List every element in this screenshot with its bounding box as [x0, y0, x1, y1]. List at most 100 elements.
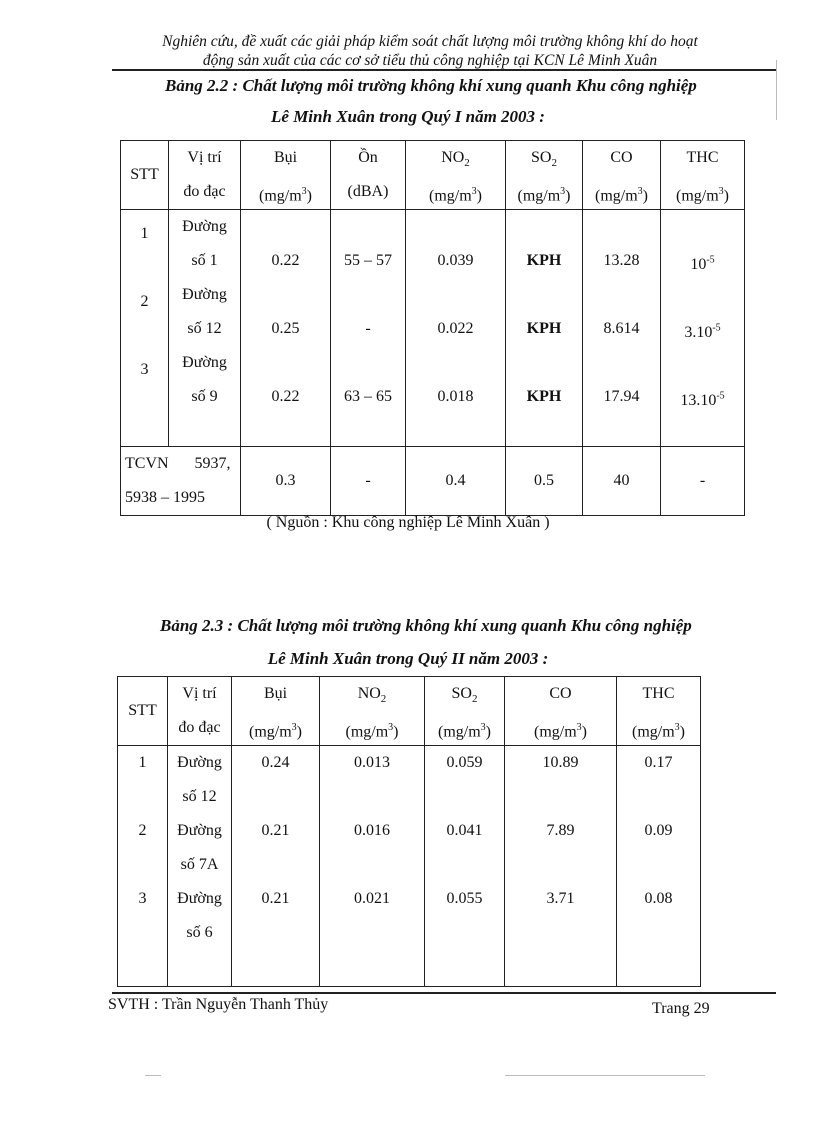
superscript: 3	[471, 186, 477, 197]
thc-value: 0.08	[644, 890, 673, 907]
so2-value: KPH	[506, 244, 582, 278]
bui-cell: 0.25	[240, 278, 331, 346]
table-2-2: STT Vị trí đo đạc Bụi (mg/m3) Ồn (dBA) NO2 (mg/m…	[120, 140, 745, 516]
table-row: 1 Đường số 12 0.24 0.013 0.059 10.89 0.17	[117, 745, 701, 814]
stt-value: 3	[140, 361, 149, 378]
co-cell: 17.94	[582, 346, 661, 447]
standard-thc-value: -	[699, 472, 706, 489]
value: KPH	[526, 320, 562, 337]
header-cell: CO (mg/m3)	[504, 676, 617, 746]
header-line2: đo đạc	[178, 719, 221, 736]
stt-cell: 1	[120, 209, 169, 278]
on-cell: -	[330, 278, 406, 346]
table-2-3: STT Vị trí đo đạc Bụi (mg/m3) NO2 (mg/m3) SO2 (m…	[117, 676, 701, 987]
on-value: 55 – 57	[331, 244, 405, 278]
spacer	[406, 278, 505, 312]
header-label: Vị trí	[182, 685, 217, 702]
co-value: 3.71	[546, 890, 575, 907]
spacer	[661, 346, 744, 380]
bui-cell: 0.21	[231, 814, 320, 882]
value: KPH	[526, 388, 562, 405]
so2-value: 0.059	[446, 754, 483, 771]
bui-value: 0.21	[261, 890, 290, 907]
location-line2: số 7A	[180, 856, 219, 873]
so2-value: 0.041	[446, 822, 483, 839]
thc-value: 13.10-5	[661, 380, 744, 414]
header-cell: NO2 (mg/m3)	[319, 676, 425, 746]
header-unit: (mg/m3)	[534, 722, 587, 741]
value: 13.28	[603, 252, 640, 269]
header-label: CO	[610, 149, 633, 166]
location-line1: Đường	[177, 754, 222, 771]
spacer	[583, 278, 660, 312]
thc-cell: 0.09	[616, 814, 701, 882]
table1-caption-line1: Bảng 2.2 : Chất lượng môi trường không k…	[165, 76, 697, 95]
so2-cell: 0.041	[424, 814, 505, 882]
table-row: 2 Đường số 7A 0.21 0.016 0.041 7.89 0.09	[117, 814, 701, 882]
value: 17.94	[603, 388, 640, 405]
superscript: 3	[291, 722, 297, 733]
thc-cell: 10-5	[660, 209, 745, 278]
co-cell: 7.89	[504, 814, 617, 882]
so2-cell: KPH	[505, 278, 583, 346]
header-unit: (mg/m3)	[345, 722, 399, 741]
header-label: SO2	[451, 685, 478, 706]
bui-cell: 0.22	[240, 209, 331, 278]
thc-value: 0.09	[644, 822, 673, 839]
spacer	[331, 278, 405, 312]
spacer	[241, 346, 330, 380]
header-label: THC	[686, 149, 719, 166]
spacer	[506, 210, 582, 244]
standard-label-cell: TCVN 5937, 5938 – 1995	[120, 446, 241, 516]
subscript: 2	[551, 157, 557, 170]
value: 13.10-5	[680, 391, 725, 410]
header-cell: SO2 (mg/m3)	[505, 140, 583, 210]
location-line1: Đường	[177, 822, 222, 839]
spacer	[241, 278, 330, 312]
spacer	[661, 210, 744, 244]
no2-value: 0.022	[406, 312, 505, 346]
location-line1: Đường	[177, 890, 222, 907]
standard-co-cell: 40	[582, 446, 661, 516]
header-label: Ồn	[358, 149, 378, 166]
header-label: NO2	[441, 149, 470, 170]
no2-value: 0.013	[354, 754, 390, 771]
superscript: 3	[637, 186, 643, 197]
value: 63 – 65	[344, 388, 392, 405]
location-line2: số 6	[186, 924, 213, 941]
header-label: Vị trí	[187, 149, 222, 166]
running-header-line1: Nghiên cứu, đề xuất các giải pháp kiểm s…	[162, 33, 698, 50]
header-cell: THC (mg/m3)	[616, 676, 701, 746]
co-value: 17.94	[583, 380, 660, 414]
running-header: Nghiên cứu, đề xuất các giải pháp kiểm s…	[100, 32, 760, 70]
value: 8.614	[603, 320, 640, 337]
table-row: 1 Đường số 1 0.22 55 – 57 0.039 KPH 13.28 10-5	[120, 209, 745, 278]
header-cell: STT	[117, 676, 168, 746]
table-row: 3 Đường số 9 0.22 63 – 65 0.018 KPH 17.94 13.10-…	[120, 346, 745, 447]
thc-value: 10-5	[661, 244, 744, 278]
location-line1: Đường	[182, 354, 227, 371]
spacer	[241, 210, 330, 244]
header-label: CO	[549, 685, 572, 702]
stt-value: 2	[138, 822, 147, 839]
stt-value: 3	[138, 890, 147, 907]
exponent: -5	[716, 391, 725, 402]
so2-cell: KPH	[505, 209, 583, 278]
header-unit: (mg/m3)	[517, 186, 571, 205]
location-cell: Đường số 12	[167, 745, 232, 814]
superscript: 3	[560, 186, 566, 197]
no2-cell: 0.013	[319, 745, 425, 814]
header-unit: (mg/m3)	[595, 186, 648, 205]
standard-bui-cell: 0.3	[240, 446, 331, 516]
header-label: STT	[130, 166, 159, 183]
thc-cell: 0.08	[616, 882, 701, 987]
so2-cell: KPH	[505, 346, 583, 447]
footer-author: SVTH : Trần Nguyễn Thanh Thủy	[108, 996, 329, 1013]
no2-cell: 0.018	[405, 346, 506, 447]
spacer	[506, 278, 582, 312]
subscript: 2	[471, 693, 478, 706]
stt-cell: 1	[117, 745, 168, 814]
location-cell: Đường số 7A	[167, 814, 232, 882]
stt-value: 2	[140, 293, 149, 310]
no2-value: 0.021	[354, 890, 390, 907]
